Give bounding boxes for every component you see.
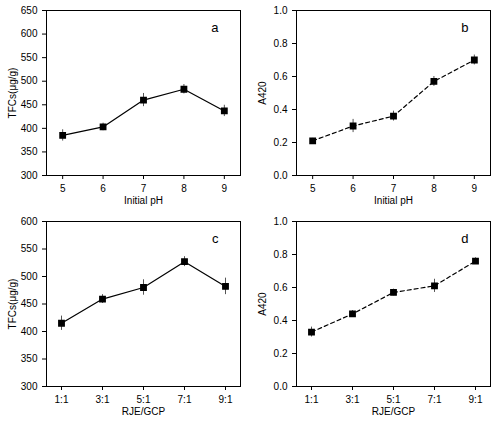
svg-text:550: 550 — [21, 52, 38, 63]
svg-text:350: 350 — [21, 146, 38, 157]
svg-text:450: 450 — [21, 99, 38, 110]
svg-text:3:1: 3:1 — [346, 394, 360, 405]
svg-text:RJE/GCP: RJE/GCP — [372, 406, 416, 417]
svg-text:0.6: 0.6 — [274, 71, 288, 82]
svg-text:350: 350 — [21, 353, 38, 364]
svg-text:550: 550 — [21, 243, 38, 254]
svg-text:400: 400 — [21, 326, 38, 337]
svg-text:9:1: 9:1 — [469, 394, 483, 405]
svg-text:5: 5 — [310, 183, 316, 194]
svg-text:1:1: 1:1 — [305, 394, 319, 405]
svg-text:300: 300 — [21, 381, 38, 392]
svg-text:0.4: 0.4 — [274, 104, 288, 115]
svg-text:450: 450 — [21, 298, 38, 309]
svg-text:8: 8 — [431, 183, 437, 194]
svg-text:600: 600 — [21, 28, 38, 39]
svg-text:9: 9 — [222, 183, 228, 194]
svg-text:A420: A420 — [257, 292, 268, 316]
svg-text:d: d — [461, 231, 468, 246]
svg-text:7:1: 7:1 — [178, 394, 192, 405]
svg-text:RJE/GCP: RJE/GCP — [122, 406, 166, 417]
svg-text:500: 500 — [21, 75, 38, 86]
svg-text:9:1: 9:1 — [219, 394, 233, 405]
svg-text:1:1: 1:1 — [55, 394, 69, 405]
svg-text:0.6: 0.6 — [274, 282, 288, 293]
svg-text:7: 7 — [391, 183, 397, 194]
svg-text:0.0: 0.0 — [274, 381, 288, 392]
svg-text:6: 6 — [350, 183, 356, 194]
svg-text:A420: A420 — [257, 81, 268, 105]
svg-text:0.0: 0.0 — [274, 170, 288, 181]
svg-text:Initial pH: Initial pH — [124, 195, 163, 206]
svg-text:c: c — [212, 231, 219, 246]
svg-text:7: 7 — [141, 183, 147, 194]
svg-text:600: 600 — [21, 216, 38, 227]
svg-text:7:1: 7:1 — [428, 394, 442, 405]
svg-text:TFCs(μg/g): TFCs(μg/g) — [7, 279, 18, 330]
svg-text:0.8: 0.8 — [274, 38, 288, 49]
svg-text:0.2: 0.2 — [274, 137, 288, 148]
svg-text:b: b — [461, 20, 468, 35]
svg-text:300: 300 — [21, 170, 38, 181]
svg-text:0.2: 0.2 — [274, 348, 288, 359]
svg-text:Initial pH: Initial pH — [374, 195, 413, 206]
svg-text:1.0: 1.0 — [274, 5, 288, 16]
svg-text:500: 500 — [21, 271, 38, 282]
svg-text:400: 400 — [21, 123, 38, 134]
svg-text:8: 8 — [181, 183, 187, 194]
svg-text:5:1: 5:1 — [387, 394, 401, 405]
svg-text:3:1: 3:1 — [96, 394, 110, 405]
svg-text:TFCs(μg/g): TFCs(μg/g) — [7, 68, 18, 119]
svg-text:5:1: 5:1 — [137, 394, 151, 405]
svg-text:1.0: 1.0 — [274, 216, 288, 227]
svg-text:9: 9 — [472, 183, 478, 194]
svg-text:6: 6 — [100, 183, 106, 194]
svg-text:0.4: 0.4 — [274, 315, 288, 326]
svg-text:a: a — [211, 20, 219, 35]
svg-text:650: 650 — [21, 5, 38, 16]
svg-text:0.8: 0.8 — [274, 249, 288, 260]
svg-text:5: 5 — [60, 183, 66, 194]
